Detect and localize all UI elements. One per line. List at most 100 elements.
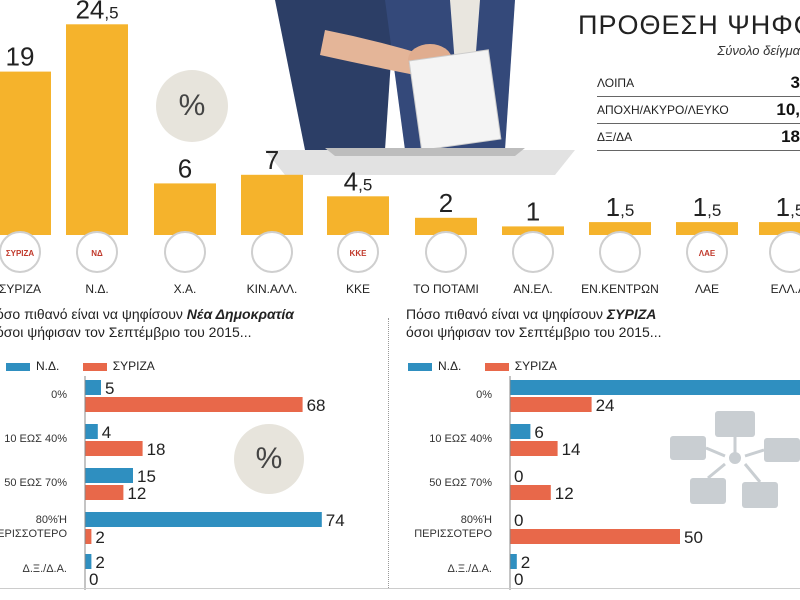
bar-nd-5 [85,554,92,569]
bar-value-label: 68 [307,396,326,415]
party-name-label: ΕΝ.ΚΕΝΤΡΩΝ [581,282,659,296]
bar-value-label: 0 [514,467,523,486]
legend-label-syriza: ΣΥΡΙΖΑ [112,359,155,373]
bar-value-label: 2 [95,553,104,572]
legend: Ν.Δ. ΣΥΡΙΖΑ [408,359,557,373]
bar-nd-4 [85,512,322,527]
bar-nd-1 [85,380,101,395]
percent-symbol: % [255,442,283,475]
summary-value: 18 [769,123,800,151]
bar-value-label: 0 [89,570,98,589]
bar-value-label: 2 [521,553,530,572]
category-label: 0% [476,389,492,401]
table-row: ΑΠΟΧΗ/ΑΚΥΡΟ/ΛΕΥΚΟ 10, [597,96,800,124]
party-name-label: ΚΚΕ [346,282,370,296]
bar-nd-overflow [510,380,800,395]
summary-value: 3 [769,70,800,97]
percent-badge: % [234,424,304,494]
bar-value-label: 2 [439,188,453,218]
category-label: 10 ΕΩΣ 40% [4,433,67,445]
bar-syriza-4 [510,529,680,544]
bar-3 [154,183,216,235]
panel-title: Πόσο πιθανό είναι να ψηφίσουν ΣΥΡΙΖΑ [406,306,800,322]
category-label: Δ.Ξ./Δ.Α. [23,563,67,575]
legend-label-nd: Ν.Δ. [438,359,462,373]
party-bars: 19 ΣΥΡΙΖΑ ΣΥΡΙΖΑ 24,5 ΝΔ Ν.Δ. 6 Χ.Α. 7 ΚΙΝ.ΑΛΛ. 4,… [0,0,800,296]
panel-subtitle: όσοι ψήφισαν τον Σεπτέμβριο του 2015... [406,324,662,340]
bar-value-label: 50 [684,528,703,547]
party-name-label: Χ.Α. [174,282,197,296]
bar-value-label: 12 [127,484,146,503]
percent-symbol: % [178,89,206,122]
bar-value-label: 24 [596,396,615,415]
party-logo [164,231,206,273]
ballot-box-illustration [265,0,575,175]
bar-value-label: 24,5 [75,0,118,24]
bar-value-label: 1,5 [606,192,635,222]
bar-syriza-4 [85,529,92,544]
bar-syriza-3 [510,485,551,500]
category-label: 0% [51,389,67,401]
bar-syriza-3 [85,485,124,500]
bar-nd-2 [85,424,98,439]
bar-value-label: 2 [95,528,104,547]
legend-swatch-nd [408,362,432,371]
category-label: ΠΕΡΙΣΣΟΤΕΡΟ [0,528,67,540]
bar-8 [589,222,651,235]
bar-syriza-1 [510,397,592,412]
bar-value-label: 6 [534,423,543,442]
table-row: ΛΟΙΠΑ 3 [597,70,800,97]
bar-value-label: 4 [102,423,111,442]
party-logo [599,231,641,273]
summary-label: ΔΞ/ΔΑ [597,123,770,151]
party-logo [512,231,554,273]
legend-label-syriza: ΣΥΡΙΖΑ [514,359,557,373]
party-name-label: Ν.Δ. [85,282,108,296]
panel-divider [388,318,389,588]
panel-title-party: Νέα Δημοκρατία [186,306,294,322]
bar-5 [327,196,389,235]
panel-title-text: όσο πιθανό είναι να ψηφίσουν [0,306,187,322]
legend-swatch-nd [6,362,30,371]
bar-nd-3 [85,468,133,483]
legend-label-nd: Ν.Δ. [36,359,60,373]
party-logo-text: ΚΚΕ [350,249,368,258]
party-name-label: ΕΛΛ.Α. [771,282,800,296]
bar-value-label: 1 [526,196,540,226]
category-label: 50 ΕΩΣ 70% [4,477,67,489]
bar-value-label: 4,5 [344,166,373,196]
bar-syriza-1 [85,397,303,412]
bar-value-label: 18 [147,440,166,459]
bar-nd-2 [510,424,531,439]
panel-title-party: ΣΥΡΙΖΑ [606,306,657,322]
category-label: ΠΕΡΙΣΣΟΤΕΡΟ [414,528,492,540]
party-logo-text: ΣΥΡΙΖΑ [6,249,35,258]
people-network-icon [670,411,800,508]
bar-value-label: 15 [137,467,156,486]
party-logo [769,231,800,273]
legend: Ν.Δ. ΣΥΡΙΖΑ [6,359,155,373]
syriza-likelihood-bars: 0% 24 10 ΕΩΣ 40% 6 14 50 ΕΩΣ 70% 0 12 80%Ή ΠΕΡΙΣΣ… [414,376,800,590]
bar-value-label: 6 [178,153,192,183]
bar-4 [241,174,303,235]
party-logo-text: ΝΔ [91,249,103,258]
legend-swatch-syriza [484,362,509,371]
bar-2 [66,24,128,235]
bar-1 [0,71,51,235]
bar-value-label: 74 [326,511,345,530]
party-logo [0,231,41,273]
panel-title: όσο πιθανό είναι να ψηφίσουν Νέα Δημοκρα… [0,306,388,322]
category-label: 50 ΕΩΣ 70% [429,477,492,489]
bar-value-label: 0 [514,570,523,589]
bar-6 [415,217,477,235]
bar-value-label: 14 [562,440,581,459]
nd-likelihood-panel: όσο πιθανό είναι να ψηφίσουν Νέα Δημοκρα… [0,306,388,600]
party-name-label: ΛΑΕ [695,282,719,296]
party-logo [337,231,379,273]
bar-value-label: 7 [265,145,279,175]
party-logo [686,231,728,273]
bar-syriza-2 [510,441,558,456]
bar-value-label: 12 [555,484,574,503]
panel-subtitle: όσοι ψήφισαν τον Σεπτέμβριο του 2015... [0,324,252,340]
